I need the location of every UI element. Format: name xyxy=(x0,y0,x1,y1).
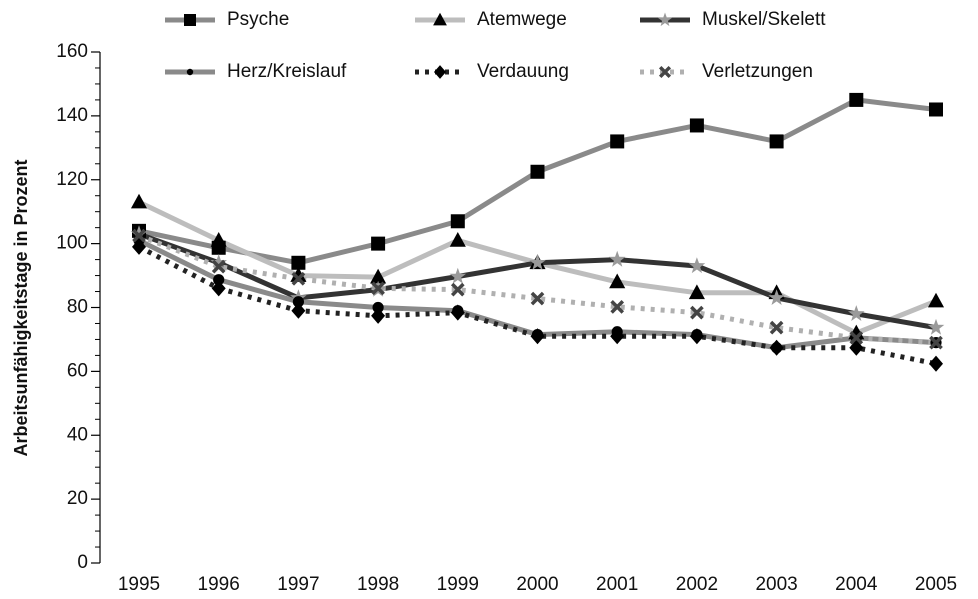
x-tick-label: 1995 xyxy=(118,574,160,595)
marker xyxy=(433,12,447,26)
marker xyxy=(689,328,704,345)
marker xyxy=(769,320,784,335)
marker xyxy=(434,65,446,79)
y-tick-label: 0 xyxy=(77,552,88,573)
x-tick-label: 2005 xyxy=(915,574,957,595)
y-tick-label: 80 xyxy=(67,297,88,318)
marker xyxy=(290,267,307,282)
marker xyxy=(371,307,386,324)
x-tick-label: 1996 xyxy=(198,574,240,595)
legend-label: Herz/Kreislauf xyxy=(227,61,347,82)
marker xyxy=(292,296,304,308)
marker xyxy=(132,238,146,255)
marker xyxy=(929,335,943,350)
marker xyxy=(610,300,625,314)
marker xyxy=(530,328,545,345)
marker xyxy=(529,254,546,270)
marker xyxy=(927,292,945,308)
marker xyxy=(769,134,784,149)
marker xyxy=(608,250,626,267)
y-tick-label: 120 xyxy=(56,169,88,190)
x-tick-label: 2002 xyxy=(676,574,718,595)
legend-label: Psyche xyxy=(227,9,289,30)
x-tick-label: 2001 xyxy=(596,574,638,595)
x-tick-label: 2003 xyxy=(755,574,797,595)
marker xyxy=(372,301,384,314)
marker xyxy=(211,280,226,297)
marker xyxy=(449,232,466,247)
marker xyxy=(371,236,386,251)
y-tick-label: 60 xyxy=(67,360,88,381)
marker xyxy=(450,214,465,229)
marker xyxy=(849,331,864,345)
marker xyxy=(657,12,673,27)
legend-label: Verletzungen xyxy=(702,61,813,82)
y-tick-label: 40 xyxy=(67,424,88,445)
marker xyxy=(610,328,625,345)
legend-label: Atemwege xyxy=(477,9,567,30)
marker xyxy=(370,268,387,284)
marker xyxy=(449,267,467,284)
marker xyxy=(609,273,626,289)
marker xyxy=(211,259,226,274)
y-tick-label: 100 xyxy=(56,233,88,254)
legend-label: Verdauung xyxy=(477,61,569,82)
marker xyxy=(291,302,306,319)
marker xyxy=(186,68,194,76)
marker xyxy=(658,65,672,79)
marker xyxy=(690,305,704,320)
y-axis-label: Arbeitsunfähigkeitstage in Prozent xyxy=(11,159,31,456)
marker xyxy=(371,281,385,296)
marker xyxy=(450,304,465,321)
x-tick-label: 1998 xyxy=(357,574,399,595)
legend-label: Muskel/Skelett xyxy=(702,9,826,30)
marker xyxy=(291,255,306,270)
marker xyxy=(849,92,864,107)
marker xyxy=(610,134,625,149)
marker xyxy=(210,254,227,270)
x-tick-label: 2004 xyxy=(835,574,878,595)
marker xyxy=(688,257,706,274)
marker xyxy=(929,355,943,372)
y-tick-label: 160 xyxy=(56,41,88,62)
marker xyxy=(530,291,545,306)
series-line xyxy=(138,97,937,266)
marker xyxy=(132,228,146,243)
x-tick-label: 1999 xyxy=(437,574,479,595)
marker xyxy=(530,164,545,179)
marker xyxy=(689,118,704,133)
marker xyxy=(450,282,465,297)
marker xyxy=(130,193,148,209)
marker xyxy=(768,289,785,305)
y-tick-label: 140 xyxy=(56,105,88,126)
y-tick-label: 20 xyxy=(67,488,88,509)
marker xyxy=(929,102,943,117)
marker xyxy=(291,271,306,286)
x-tick-label: 1997 xyxy=(277,574,319,595)
marker xyxy=(848,305,865,321)
marker xyxy=(210,232,227,247)
marker xyxy=(184,14,196,26)
marker xyxy=(688,284,705,300)
marker xyxy=(927,318,945,335)
series-line xyxy=(137,244,937,367)
marker xyxy=(213,274,225,286)
marker xyxy=(769,339,784,356)
x-tick-label: 2000 xyxy=(516,574,558,595)
